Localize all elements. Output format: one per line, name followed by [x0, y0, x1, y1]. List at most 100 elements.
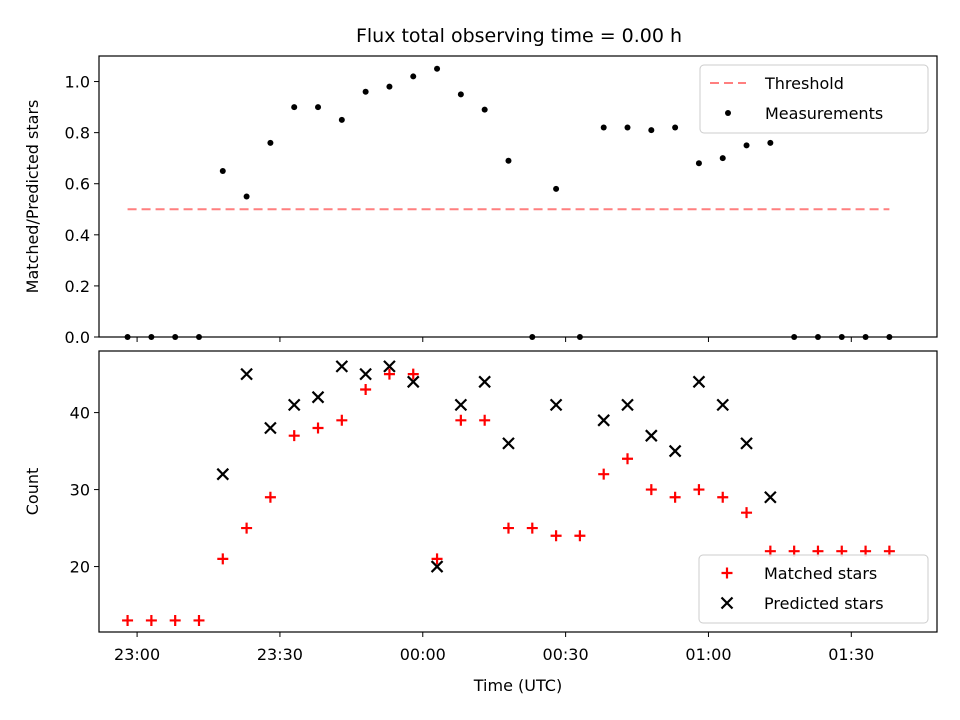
plot-area	[98, 350, 938, 633]
data-point-dot	[600, 124, 607, 131]
data-point-dot	[315, 104, 322, 111]
data-point-x	[287, 398, 301, 412]
data-point-x	[597, 414, 610, 427]
data-point-x	[454, 398, 468, 412]
data-point-x	[311, 390, 325, 404]
data-point-plus	[550, 530, 562, 542]
data-point-plus	[717, 491, 729, 503]
data-point-dot	[243, 193, 250, 200]
data-point-dot	[695, 160, 702, 167]
x-tick-label: 23:00	[114, 645, 160, 664]
data-point-plus	[479, 414, 491, 426]
data-point-plus	[431, 553, 443, 565]
legend-label: Predicted stars	[764, 594, 884, 613]
legend: Threshold Measurements	[699, 64, 929, 134]
data-point-dot	[219, 167, 226, 174]
data-point-plus	[741, 507, 753, 519]
data-point-dot	[767, 139, 774, 146]
y-tick-label: 0.2	[65, 277, 90, 296]
y-tick-label: 20	[70, 558, 90, 577]
data-point-dot	[410, 73, 417, 80]
data-point-x	[740, 437, 753, 450]
data-point-x	[692, 375, 706, 389]
data-point-plus	[336, 414, 348, 426]
data-point-plus	[264, 491, 276, 503]
data-point-x	[383, 360, 396, 373]
y-tick-label: 1.0	[65, 73, 90, 92]
data-point-x	[240, 367, 253, 381]
y-axis-label: Count	[23, 468, 42, 516]
data-point-plus	[502, 522, 514, 534]
x-tick-label: 23:30	[257, 645, 303, 664]
data-point-dot	[267, 139, 274, 146]
data-point-x	[264, 421, 277, 435]
legend-swatch-plus	[721, 567, 733, 579]
data-point-dot	[648, 127, 655, 134]
x-tick-label: 00:00	[400, 645, 446, 664]
data-point-plus	[622, 453, 634, 465]
data-point-x	[645, 429, 658, 442]
y-tick-label: 0.4	[65, 226, 90, 245]
data-point-plus	[145, 614, 157, 626]
legend-label: Matched stars	[764, 564, 877, 583]
data-point-dot	[386, 83, 393, 90]
data-point-plus	[645, 484, 657, 496]
x-tick-label: 01:30	[828, 645, 874, 664]
data-point-x	[359, 367, 372, 381]
x-axis-label: Time (UTC)	[473, 676, 562, 695]
chart-title: Flux total observing time = 0.00 h	[356, 25, 682, 47]
data-point-x	[549, 398, 563, 412]
data-point-plus	[288, 430, 300, 442]
legend-swatch-dot	[725, 110, 731, 116]
legend-box	[699, 64, 929, 134]
data-point-plus	[407, 368, 419, 380]
data-point-plus	[122, 614, 134, 626]
data-point-x	[668, 444, 682, 458]
data-point-dot	[362, 88, 369, 95]
data-point-plus	[455, 414, 467, 426]
data-point-plus	[526, 522, 538, 534]
data-point-dot	[719, 155, 726, 162]
y-tick-label: 0.0	[65, 328, 90, 347]
y-tick-label: 40	[70, 404, 90, 423]
data-point-dot	[672, 124, 679, 131]
data-point-x	[406, 375, 420, 389]
data-point-plus	[693, 484, 705, 496]
legend-box	[698, 554, 929, 624]
data-point-x	[335, 360, 349, 373]
y-axis-label: Matched/Predicted stars	[23, 100, 42, 294]
data-point-plus	[193, 614, 205, 626]
data-point-plus	[574, 530, 586, 542]
data-point-dot	[553, 185, 560, 192]
data-point-dot	[338, 116, 345, 123]
data-point-x	[502, 437, 515, 450]
data-point-x	[430, 560, 444, 573]
data-point-dot	[624, 124, 631, 131]
data-point-plus	[669, 491, 681, 503]
data-point-x	[764, 490, 777, 504]
data-point-dot	[434, 65, 441, 72]
data-point-plus	[598, 468, 610, 480]
ratio-panel: 0.0 0.2 0.4 0.6 0.8 1.0 Matched/Predicted star…	[23, 55, 938, 347]
data-point-plus	[217, 553, 229, 565]
legend-label: Threshold	[764, 74, 844, 93]
data-point-dot	[743, 142, 750, 149]
y-tick-label: 0.6	[65, 175, 90, 194]
y-tick-label: 30	[70, 481, 90, 500]
count-panel: 20 30 40 23:00 23:30 00:00 00:30 01:00 01:30 Coun…	[23, 350, 938, 664]
data-point-dot	[291, 104, 298, 111]
data-point-plus	[312, 422, 324, 434]
x-tick-label: 00:30	[543, 645, 589, 664]
data-point-plus	[383, 368, 395, 380]
data-point-dot	[457, 91, 464, 98]
data-point-x	[478, 375, 491, 389]
plot-area	[98, 55, 938, 338]
data-point-x	[716, 398, 730, 412]
data-point-dot	[505, 157, 512, 164]
data-point-plus	[241, 522, 253, 534]
data-point-plus	[169, 614, 181, 626]
data-point-x	[621, 398, 634, 412]
legend-label: Measurements	[765, 104, 883, 123]
legend: Matched stars Predicted stars	[698, 554, 929, 624]
